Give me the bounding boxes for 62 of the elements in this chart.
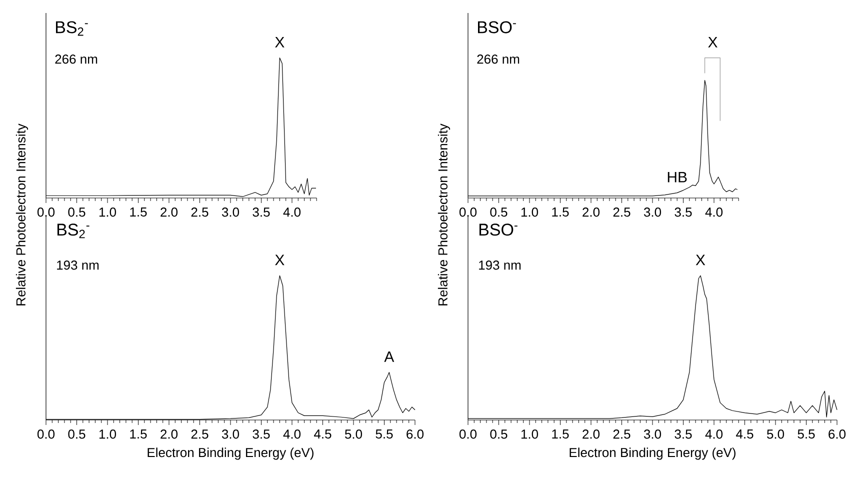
x-tick-label: 3.5 [674, 430, 692, 439]
x-tick-label: 0.5 [490, 208, 508, 217]
x-tick-label: 3.5 [252, 208, 270, 217]
x-tick-label: 6.0 [406, 430, 424, 439]
x-tick-label: 2.0 [582, 430, 600, 439]
x-tick-label: 1.0 [521, 208, 538, 217]
x-tick-label: 3.0 [222, 208, 240, 217]
x-tick-label: 0.5 [68, 208, 86, 217]
annotation: A [384, 352, 394, 362]
x-tick-label: 4.5 [314, 430, 332, 439]
y-axis-title: Relative Photoelectron Intensity [438, 124, 450, 306]
x-tick-label: 1.5 [552, 430, 569, 439]
annotation: X [275, 254, 284, 266]
x-tick-label: 3.0 [222, 430, 240, 439]
x-tick-label: 3.5 [674, 208, 692, 217]
x-axis-title: Electron Binding Energy (eV) [148, 448, 314, 460]
annotation: HB [668, 172, 687, 182]
x-tick-label: 5.5 [376, 430, 393, 439]
x-tick-label: 2.5 [613, 208, 630, 217]
x-tick-label: 0.0 [37, 208, 55, 217]
x-tick-label: 5.0 [766, 430, 784, 439]
x-tick-label: 3.0 [644, 208, 662, 217]
x-tick-label: 0.5 [490, 430, 508, 439]
x-tick-label: 1.5 [552, 208, 569, 217]
x-tick-label: 1.0 [521, 430, 538, 439]
y-axis-title: Relative Photoelectron Intensity [16, 124, 28, 306]
annotation: X [696, 254, 706, 266]
chart-subtitle: 193 nm [57, 260, 99, 270]
x-tick-label: 5.5 [798, 430, 815, 439]
x-tick-label: 0.0 [459, 430, 477, 439]
annotation: X [275, 36, 284, 48]
x-tick-label: 1.5 [130, 430, 147, 439]
x-tick-label: 1.0 [99, 430, 116, 439]
x-tick-label: 6.0 [828, 430, 846, 439]
x-tick-label: 3.0 [644, 430, 662, 439]
x-tick-label: 4.5 [736, 430, 754, 439]
x-tick-label: 1.0 [99, 208, 116, 217]
x-tick-label: 2.0 [160, 430, 178, 439]
x-tick-label: 2.0 [160, 208, 178, 217]
x-tick-label: 4.0 [705, 430, 723, 439]
chart-title: BSO$^{-}$ [479, 224, 518, 236]
chart-title: BS$_{2}$- [56, 21, 88, 36]
x-tick-label: 0.0 [459, 208, 477, 217]
x-tick-label: 2.5 [191, 430, 208, 439]
annotation: X [708, 36, 718, 48]
chart-title: BS$_{2}$- [57, 224, 90, 238]
x-tick-label: 1.5 [130, 208, 147, 217]
x-tick-label: 4.0 [705, 208, 723, 217]
x-tick-label: 0.5 [68, 430, 86, 439]
x-axis-title: Electron Binding Energy (eV) [570, 448, 736, 460]
x-tick-label: 5.0 [344, 430, 362, 439]
x-tick-label: 2.5 [191, 208, 208, 217]
x-tick-label: 2.0 [582, 208, 600, 217]
chart-subtitle: 266 nm [477, 54, 520, 64]
chart-subtitle: 266 nm [55, 54, 98, 64]
x-tick-label: 4.0 [283, 430, 301, 439]
x-tick-label: 0.0 [37, 430, 55, 439]
chart-subtitle: 193 nm [479, 260, 521, 270]
x-tick-label: 4.0 [283, 208, 301, 217]
x-tick-label: 3.5 [252, 430, 270, 439]
x-tick-label: 2.5 [613, 430, 630, 439]
chart-title: BSO$^{-}$ [478, 21, 516, 34]
